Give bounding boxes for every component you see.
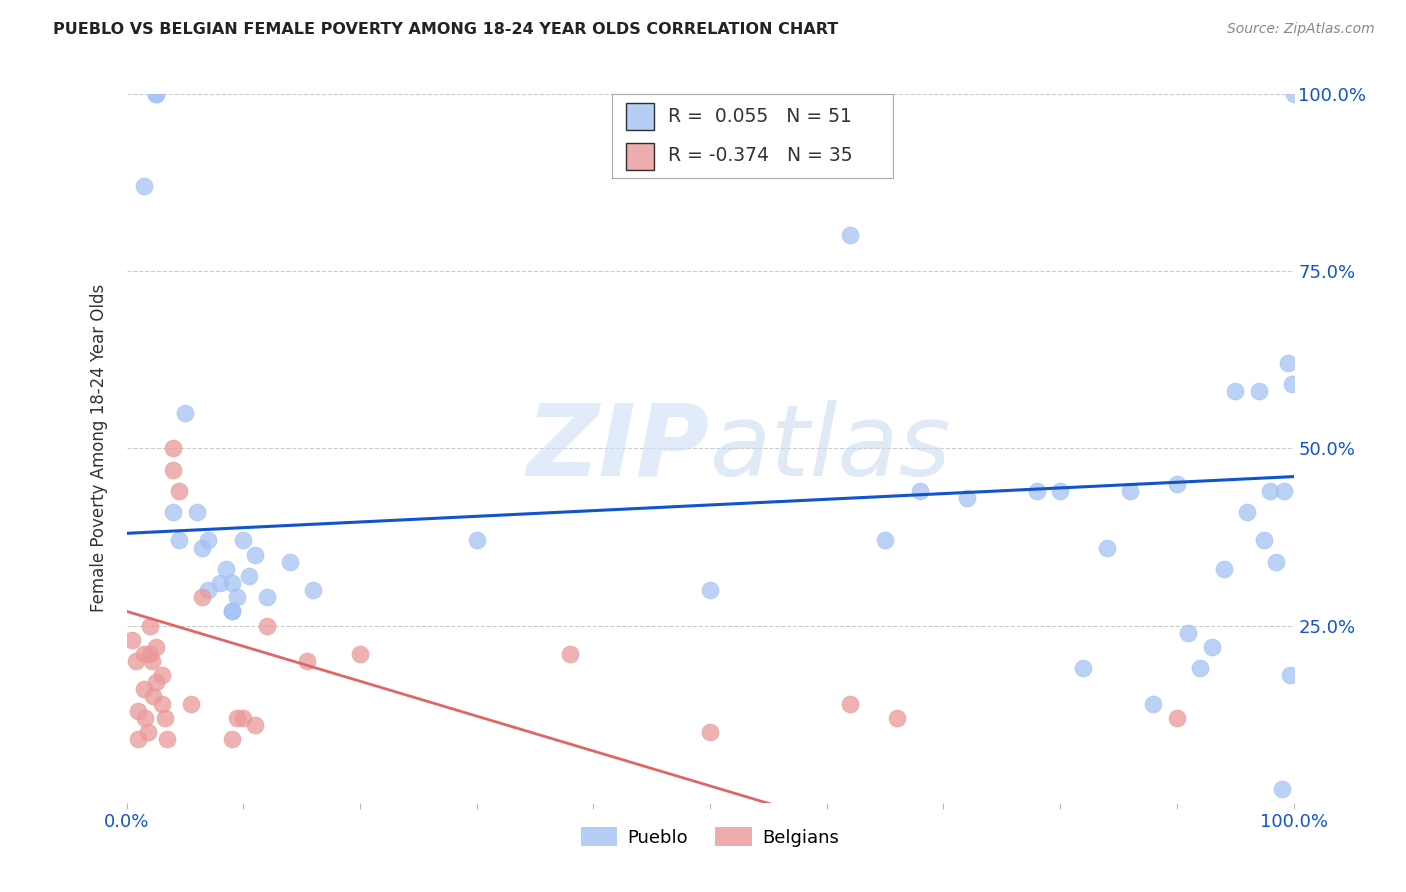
Point [839,697,862,711]
Point [1279,668,1302,682]
Text: R = -0.374   N = 35: R = -0.374 N = 35 [668,146,852,165]
Point [191,541,214,555]
Point [145,87,167,101]
FancyBboxPatch shape [626,143,654,169]
Point [145,640,167,654]
Point [1277,356,1299,370]
Text: PUEBLO VS BELGIAN FEMALE POVERTY AMONG 18-24 YEAR OLDS CORRELATION CHART: PUEBLO VS BELGIAN FEMALE POVERTY AMONG 1… [53,22,838,37]
Point [238,569,260,583]
Point [197,533,219,548]
Point [1281,377,1303,392]
Point [1189,661,1212,675]
Point [141,654,163,668]
Point [1272,483,1295,498]
Point [1236,505,1258,519]
Point [1142,697,1164,711]
Point [1265,555,1288,569]
Point [1166,711,1188,725]
Point [1253,533,1275,548]
Point [226,590,249,604]
Point [174,406,197,420]
Point [197,583,219,598]
Point [208,576,231,591]
Point [908,483,931,498]
Point [132,647,155,661]
Point [156,731,179,746]
Point [1025,483,1047,498]
Point [1095,541,1118,555]
Point [302,583,325,598]
Point [1119,483,1142,498]
Point [132,178,155,193]
Point [256,590,278,604]
Point [125,654,148,668]
Text: Source: ZipAtlas.com: Source: ZipAtlas.com [1227,22,1375,37]
Point [886,711,908,725]
Point [243,548,266,562]
Point [1177,625,1199,640]
Legend: Pueblo, Belgians: Pueblo, Belgians [574,821,846,854]
Point [162,505,184,519]
Point [1258,483,1281,498]
Text: atlas: atlas [710,400,952,497]
Point [150,697,173,711]
Point [1223,384,1246,399]
Point [232,533,254,548]
Point [134,711,156,725]
Point [875,533,897,548]
Point [1212,562,1234,576]
Point [278,555,301,569]
Point [226,711,249,725]
Point [956,491,979,505]
Point [839,228,862,243]
Point [1049,483,1071,498]
Point [142,690,165,704]
Point [180,697,202,711]
Point [1073,661,1095,675]
Point [127,704,149,718]
Point [162,441,184,455]
Point [232,711,254,725]
Point [1166,476,1188,491]
Point [221,576,243,591]
Point [127,731,149,746]
Y-axis label: Female Poverty Among 18-24 Year Olds: Female Poverty Among 18-24 Year Olds [90,285,108,612]
Point [558,647,581,661]
Point [167,533,190,548]
Point [256,618,278,632]
Point [297,654,319,668]
Text: R =  0.055   N = 51: R = 0.055 N = 51 [668,107,852,126]
Point [699,724,721,739]
Point [136,724,159,739]
FancyBboxPatch shape [626,103,654,130]
Point [121,632,143,647]
Point [221,604,243,618]
Point [153,711,176,725]
Point [139,618,162,632]
Point [221,604,243,618]
Point [1201,640,1223,654]
Point [1247,384,1270,399]
Point [167,483,190,498]
Point [186,505,208,519]
Point [150,668,173,682]
Point [132,682,155,697]
Point [139,647,162,661]
Point [1282,87,1305,101]
Point [145,675,167,690]
Point [243,718,266,732]
Point [145,87,167,101]
Point [162,462,184,476]
Point [1271,781,1294,796]
Point [221,731,243,746]
Point [191,590,214,604]
Point [699,583,721,598]
Point [465,533,488,548]
Point [349,647,371,661]
Text: ZIP: ZIP [527,400,710,497]
Point [215,562,238,576]
